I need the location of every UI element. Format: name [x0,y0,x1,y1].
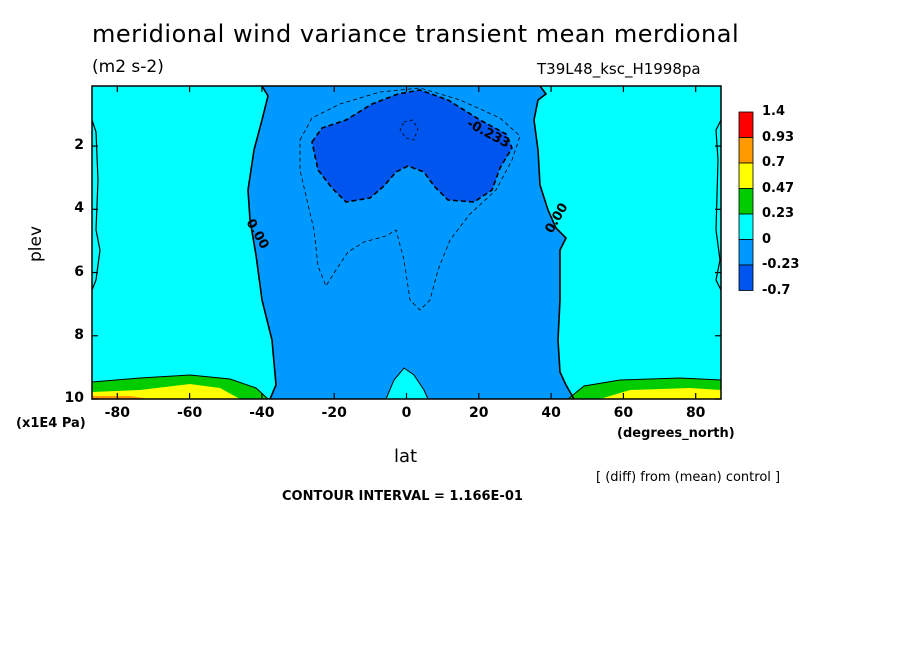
contour-dotted-inner [399,119,419,141]
colorbar-label: -0.7 [762,282,791,298]
y-tick-label: 8 [74,326,84,343]
y-tick-label: 10 [64,390,84,406]
contour-left-edge [91,119,101,291]
contour-zero-right [533,85,575,400]
colorbar-label: 0.93 [762,129,795,145]
x-axis-label: lat [394,446,418,467]
region-cyan-bottom [386,368,428,399]
colorbar-swatch [738,162,754,189]
colorbar-swatch [738,239,754,266]
colorbar-label: 0.47 [762,180,795,196]
x-tick-label: 20 [469,405,489,421]
colorbar-label: 0.7 [762,155,786,170]
x-tick-label: -20 [321,405,347,421]
region-dark-blue [312,90,512,202]
chart-title: meridional wind variance transient mean … [92,20,740,48]
x-tick-label: 80 [685,405,706,421]
contour-neg-outer [299,87,521,311]
contour-bottom-center [385,367,429,400]
colorbar-swatch [738,213,754,240]
x-tick-label: -60 [176,405,203,421]
colorbar-label: 0.23 [762,206,795,221]
colorbar-swatch [738,188,754,215]
colorbar [738,111,754,291]
contour-surface-right [567,377,722,400]
x-tick-label: 40 [541,405,561,421]
colorbar-label: 0 [762,231,772,247]
contour-surface-left [91,374,269,400]
colorbar-label: -0.23 [762,257,800,272]
contour-interval: CONTOUR INTERVAL = 1.166E-01 [282,489,523,504]
x-tick-label: 0 [401,405,412,421]
contour-right-edge [715,119,722,291]
colorbar-label: 1.4 [762,104,786,119]
diff-annotation: [ (diff) from (mean) control ] [596,470,781,485]
y-tick-label: 6 [74,263,84,280]
region-yellow-left [92,384,240,399]
x-tick-label: 60 [613,405,634,421]
contour-zero [247,85,277,400]
contour-neg-0233 [311,89,513,203]
x-tick-label: -40 [249,405,275,421]
x-tick-label: -80 [104,405,130,421]
x-axis-units: (degrees_north) [617,426,735,441]
y-tick-label: 4 [74,200,84,217]
run-label: T39L48_ksc_H1998pa [537,60,701,78]
y-axis-label: plev [26,225,46,262]
y-axis-units: (x1E4 Pa) [16,416,86,431]
axis-ticks [92,86,721,400]
plot-area: -0.233 0.00 0.00 [91,85,722,400]
chart-units: (m2 s-2) [92,57,164,77]
colorbar-swatch [738,137,754,164]
region-yellow-right [600,388,721,399]
colorbar-swatch [738,264,754,291]
y-tick-label: 2 [74,137,84,154]
colorbar-swatch [738,111,754,138]
